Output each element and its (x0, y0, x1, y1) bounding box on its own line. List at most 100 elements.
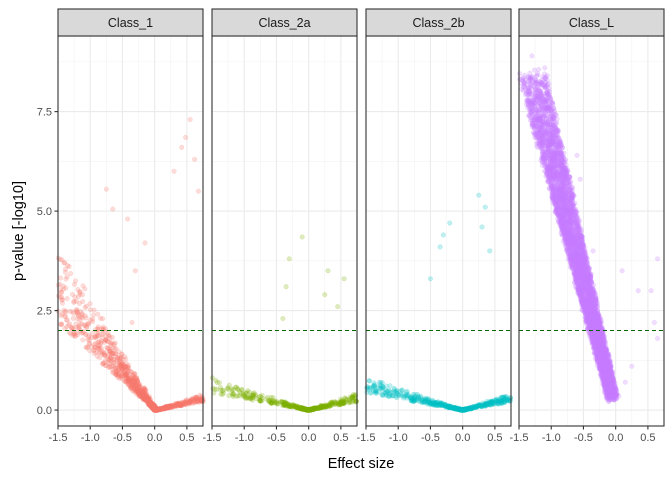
data-point (85, 346, 90, 351)
data-point (130, 320, 135, 325)
data-point (269, 401, 274, 406)
data-point (400, 388, 405, 393)
data-point (467, 406, 472, 411)
data-point (84, 304, 89, 309)
data-point (346, 401, 351, 406)
data-point (148, 401, 153, 406)
data-point (300, 235, 305, 240)
data-point (300, 406, 305, 411)
data-point (101, 325, 106, 330)
data-point (226, 387, 231, 392)
data-point (95, 312, 100, 317)
data-point (77, 290, 82, 295)
panel-background (212, 36, 357, 426)
data-point (172, 404, 177, 409)
data-point (65, 296, 70, 301)
data-point (377, 380, 382, 385)
data-point (452, 406, 457, 411)
x-tick-label: -1.0 (81, 432, 100, 444)
data-point (322, 292, 327, 297)
data-point (97, 350, 102, 355)
data-point (142, 394, 147, 399)
data-point (234, 385, 239, 390)
data-point (115, 356, 120, 361)
data-point (110, 207, 115, 212)
data-point (99, 339, 104, 344)
data-point (196, 189, 201, 194)
x-tick-label: -1.5 (203, 432, 222, 444)
data-point (181, 401, 186, 406)
data-point (354, 399, 359, 404)
data-point (498, 396, 503, 401)
data-point (98, 316, 103, 321)
data-point (83, 287, 88, 292)
data-point (183, 135, 188, 140)
data-point (483, 205, 488, 210)
data-point (284, 284, 289, 289)
data-point (133, 386, 138, 391)
data-point (342, 276, 347, 281)
data-point (517, 71, 522, 76)
data-point (108, 341, 113, 346)
panel-background (366, 36, 511, 426)
data-point (60, 298, 65, 303)
data-point (456, 407, 461, 412)
data-point (246, 388, 251, 393)
data-point (70, 309, 75, 314)
data-point (133, 269, 138, 274)
data-point (480, 225, 485, 230)
data-point (365, 390, 370, 395)
data-point (373, 383, 378, 388)
facet-label: Class_2b (412, 16, 464, 30)
data-point (79, 322, 84, 327)
x-tick-label: -0.5 (421, 432, 440, 444)
data-point (536, 67, 541, 72)
x-tick-label: 0.5 (487, 432, 502, 444)
data-point (72, 332, 77, 337)
data-point (238, 391, 243, 396)
data-point (227, 393, 232, 398)
data-point (172, 169, 177, 174)
x-tick-label: -1.5 (49, 432, 68, 444)
x-tick-label: 0.5 (333, 432, 348, 444)
data-point (64, 277, 69, 282)
data-point (192, 157, 197, 162)
data-point (117, 362, 122, 367)
x-tick-label: -0.5 (267, 432, 286, 444)
data-point (339, 402, 344, 407)
data-point (246, 395, 251, 400)
data-point (110, 335, 115, 340)
data-point (413, 397, 418, 402)
data-point (177, 403, 182, 408)
data-point (490, 399, 495, 404)
data-point (211, 386, 216, 391)
data-point (335, 304, 340, 309)
data-point (71, 316, 76, 321)
data-point (307, 408, 312, 413)
data-point (499, 401, 504, 406)
data-point (134, 376, 139, 381)
data-point (58, 276, 63, 281)
data-point (65, 263, 70, 268)
facet-label: Class_1 (108, 16, 153, 30)
data-point (76, 314, 81, 319)
data-point (324, 404, 329, 409)
data-point (487, 249, 492, 254)
data-point (103, 329, 108, 334)
data-point (188, 117, 193, 122)
data-point (380, 385, 385, 390)
data-point (83, 332, 88, 337)
data-point (252, 391, 257, 396)
data-point (393, 389, 398, 394)
data-point (439, 403, 444, 408)
data-point (119, 368, 124, 373)
data-point (64, 286, 69, 291)
data-point (258, 399, 263, 404)
data-point (104, 187, 109, 192)
data-point (108, 359, 113, 364)
data-point (441, 233, 446, 238)
